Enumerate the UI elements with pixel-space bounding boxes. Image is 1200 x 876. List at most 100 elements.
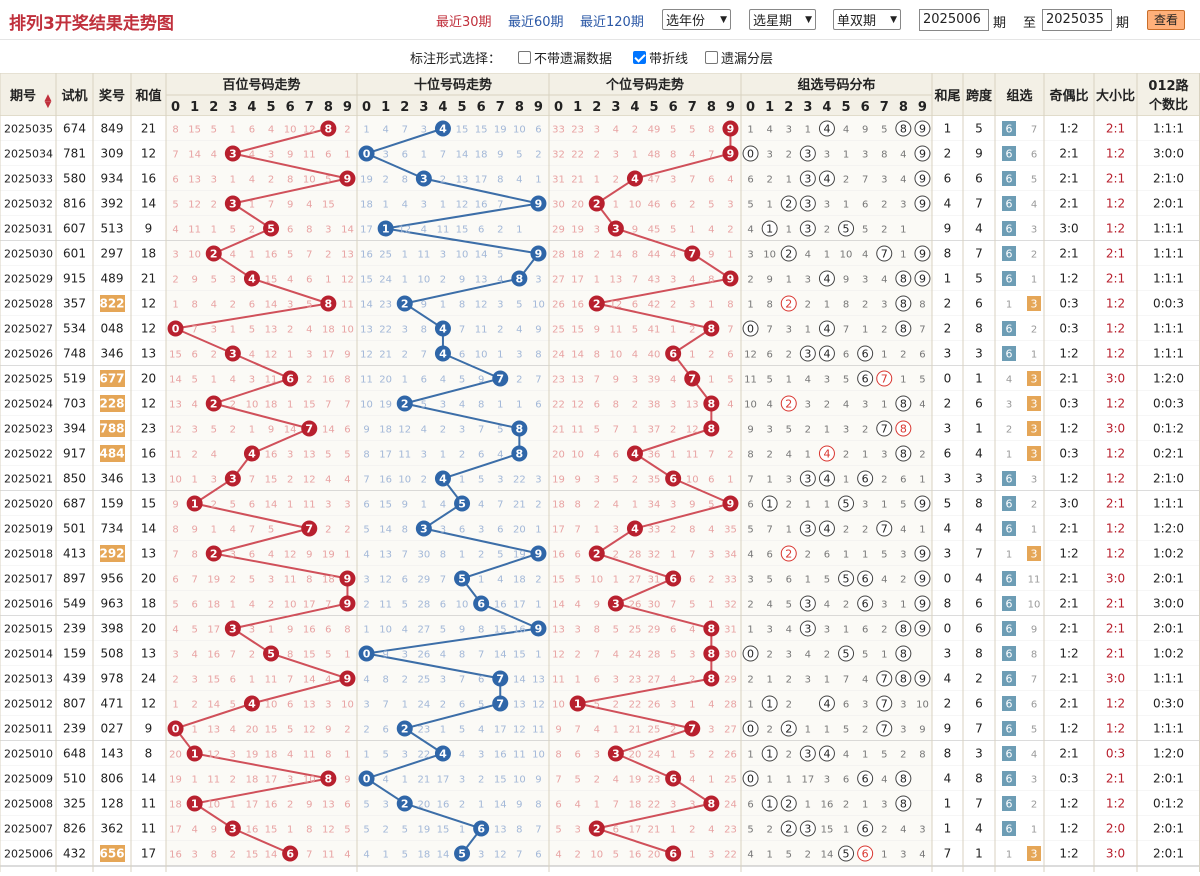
omission-value: 13 xyxy=(303,700,316,711)
group6-label: 6 xyxy=(1006,598,1013,611)
trend-cell-bg xyxy=(166,316,357,341)
group-digit-circle xyxy=(876,420,893,437)
group-digit: 6 xyxy=(862,348,869,361)
trend-cell-bg xyxy=(549,716,741,741)
range-recent-120[interactable]: 最近120期 xyxy=(580,15,644,30)
drawn-digit: 9 xyxy=(344,598,352,611)
trend-cell-bg xyxy=(166,391,357,416)
column-header-ten: 十位号码走势 xyxy=(414,77,492,93)
drawn-digit-ball xyxy=(301,420,318,437)
checkbox-icon[interactable] xyxy=(518,51,531,64)
omission-value: 15 xyxy=(265,475,278,486)
prize-number-cell: 143 xyxy=(101,747,124,761)
omission-value: 15 xyxy=(265,275,278,286)
omission-value: 10 xyxy=(609,350,622,361)
digit-header: 8 xyxy=(899,100,908,115)
omission-value: 10 xyxy=(246,400,259,411)
omission-value: 6 xyxy=(613,450,619,461)
period-cell: 2025034 xyxy=(4,148,53,161)
omission-value: 16 xyxy=(629,850,642,861)
period-cell: 2025035 xyxy=(4,123,53,136)
prize-number-cell: 159 xyxy=(101,497,124,511)
weekday-select[interactable]: 选星期 ▼ xyxy=(749,9,816,30)
drawn-digit-ball xyxy=(722,270,739,287)
group-digit: 9 xyxy=(919,273,926,286)
omission-value: 8 xyxy=(727,300,733,311)
drawn-digit-ball xyxy=(530,545,547,562)
drawn-digit-ball xyxy=(320,120,337,137)
range-recent-60[interactable]: 最近60期 xyxy=(508,15,564,30)
odd-even-ratio: 3:0 xyxy=(1059,222,1078,236)
prize-number-cell: 346 xyxy=(101,347,124,361)
prize-number-cell: 128 xyxy=(101,797,124,811)
year-select[interactable]: 选年份 ▼ xyxy=(662,9,731,30)
group-omission: 1 xyxy=(862,800,868,811)
group-digit: 3 xyxy=(804,523,811,536)
top-toolbar: 排列3开奖结果走势图 最近30期 最近60期 最近120期 选年份 ▼ 选星期 ▼ … xyxy=(0,0,1200,40)
group-digit: 3 xyxy=(804,823,811,836)
checkbox-checked-icon[interactable] xyxy=(633,51,646,64)
omission-value: 17 xyxy=(265,775,278,786)
omission-value: 3 xyxy=(363,700,369,711)
omission-value: 16 xyxy=(360,250,373,261)
checkbox-icon[interactable] xyxy=(705,51,718,64)
omission-value: 1 xyxy=(594,275,600,286)
omission-value: 4 xyxy=(249,350,255,361)
omission-value: 33 xyxy=(552,125,565,136)
group-digit-circle xyxy=(799,345,816,362)
sum-cell: 12 xyxy=(141,297,156,311)
omission-value: 5 xyxy=(211,275,217,286)
trend-cell-bg xyxy=(741,166,932,191)
query-button[interactable]: 查看 xyxy=(1147,10,1185,30)
omission-value: 24 xyxy=(379,275,392,286)
group-omission: 1 xyxy=(1006,550,1012,561)
big-small-ratio: 1:2 xyxy=(1106,347,1125,361)
option-no-omission[interactable]: 不带遗漏数据 xyxy=(518,48,612,67)
omission-value: 3 xyxy=(478,750,484,761)
drawn-digit: 9 xyxy=(344,673,352,686)
omission-value: 10 xyxy=(417,275,430,286)
omission-value: 1 xyxy=(689,350,695,361)
group-digit: 8 xyxy=(900,773,907,786)
group-omission: 3 xyxy=(900,200,906,211)
group-omission: 3 xyxy=(919,825,925,836)
omission-value: 11 xyxy=(303,750,316,761)
omission-value: 20 xyxy=(552,450,565,461)
group-omission: 1 xyxy=(747,750,753,761)
omission-value: 10 xyxy=(284,125,297,136)
group-digit: 0 xyxy=(747,148,754,161)
group6-badge xyxy=(1002,121,1016,136)
omission-value: 21 xyxy=(417,775,430,786)
to-period-input[interactable]: 2025035 xyxy=(1042,9,1112,31)
group-omission: 7 xyxy=(1031,675,1037,686)
odd-even-ratio: 2:1 xyxy=(1059,747,1078,761)
omission-value: 1 xyxy=(287,500,293,511)
group-digit-circle xyxy=(838,220,855,237)
group-omission: 5 xyxy=(747,200,753,211)
omission-value: 1 xyxy=(172,700,178,711)
omission-value: 6 xyxy=(535,400,541,411)
omission-value: 8 xyxy=(325,750,331,761)
omission-value: 6 xyxy=(421,375,427,386)
omission-value: 42 xyxy=(648,300,661,311)
range-recent-30[interactable]: 最近30期 xyxy=(436,15,492,30)
group-omission: 2 xyxy=(747,675,753,686)
option-omission-layers[interactable]: 遗漏分层 xyxy=(705,48,773,67)
parity-select[interactable]: 单双期 ▼ xyxy=(833,9,901,30)
group-digit-circle xyxy=(780,820,797,837)
from-period-input[interactable]: 2025006 xyxy=(919,9,989,31)
omission-value: 5 xyxy=(516,150,522,161)
group-omission: 1 xyxy=(786,775,792,786)
omission-value: 5 xyxy=(172,600,178,611)
group-omission: 1 xyxy=(881,500,887,511)
column-header-oe: 奇偶比 xyxy=(1049,88,1088,104)
option-polyline[interactable]: 带折线 xyxy=(633,48,688,67)
omission-value: 3 xyxy=(535,475,541,486)
drawn-digit-ball xyxy=(377,220,394,237)
drawn-digit: 0 xyxy=(363,648,371,661)
group-omission: 6 xyxy=(747,500,753,511)
group-digit: 4 xyxy=(823,473,830,486)
chevron-down-icon: ▼ xyxy=(720,14,727,25)
omission-value: 19 xyxy=(513,550,526,561)
trend-cell-bg xyxy=(166,466,357,491)
